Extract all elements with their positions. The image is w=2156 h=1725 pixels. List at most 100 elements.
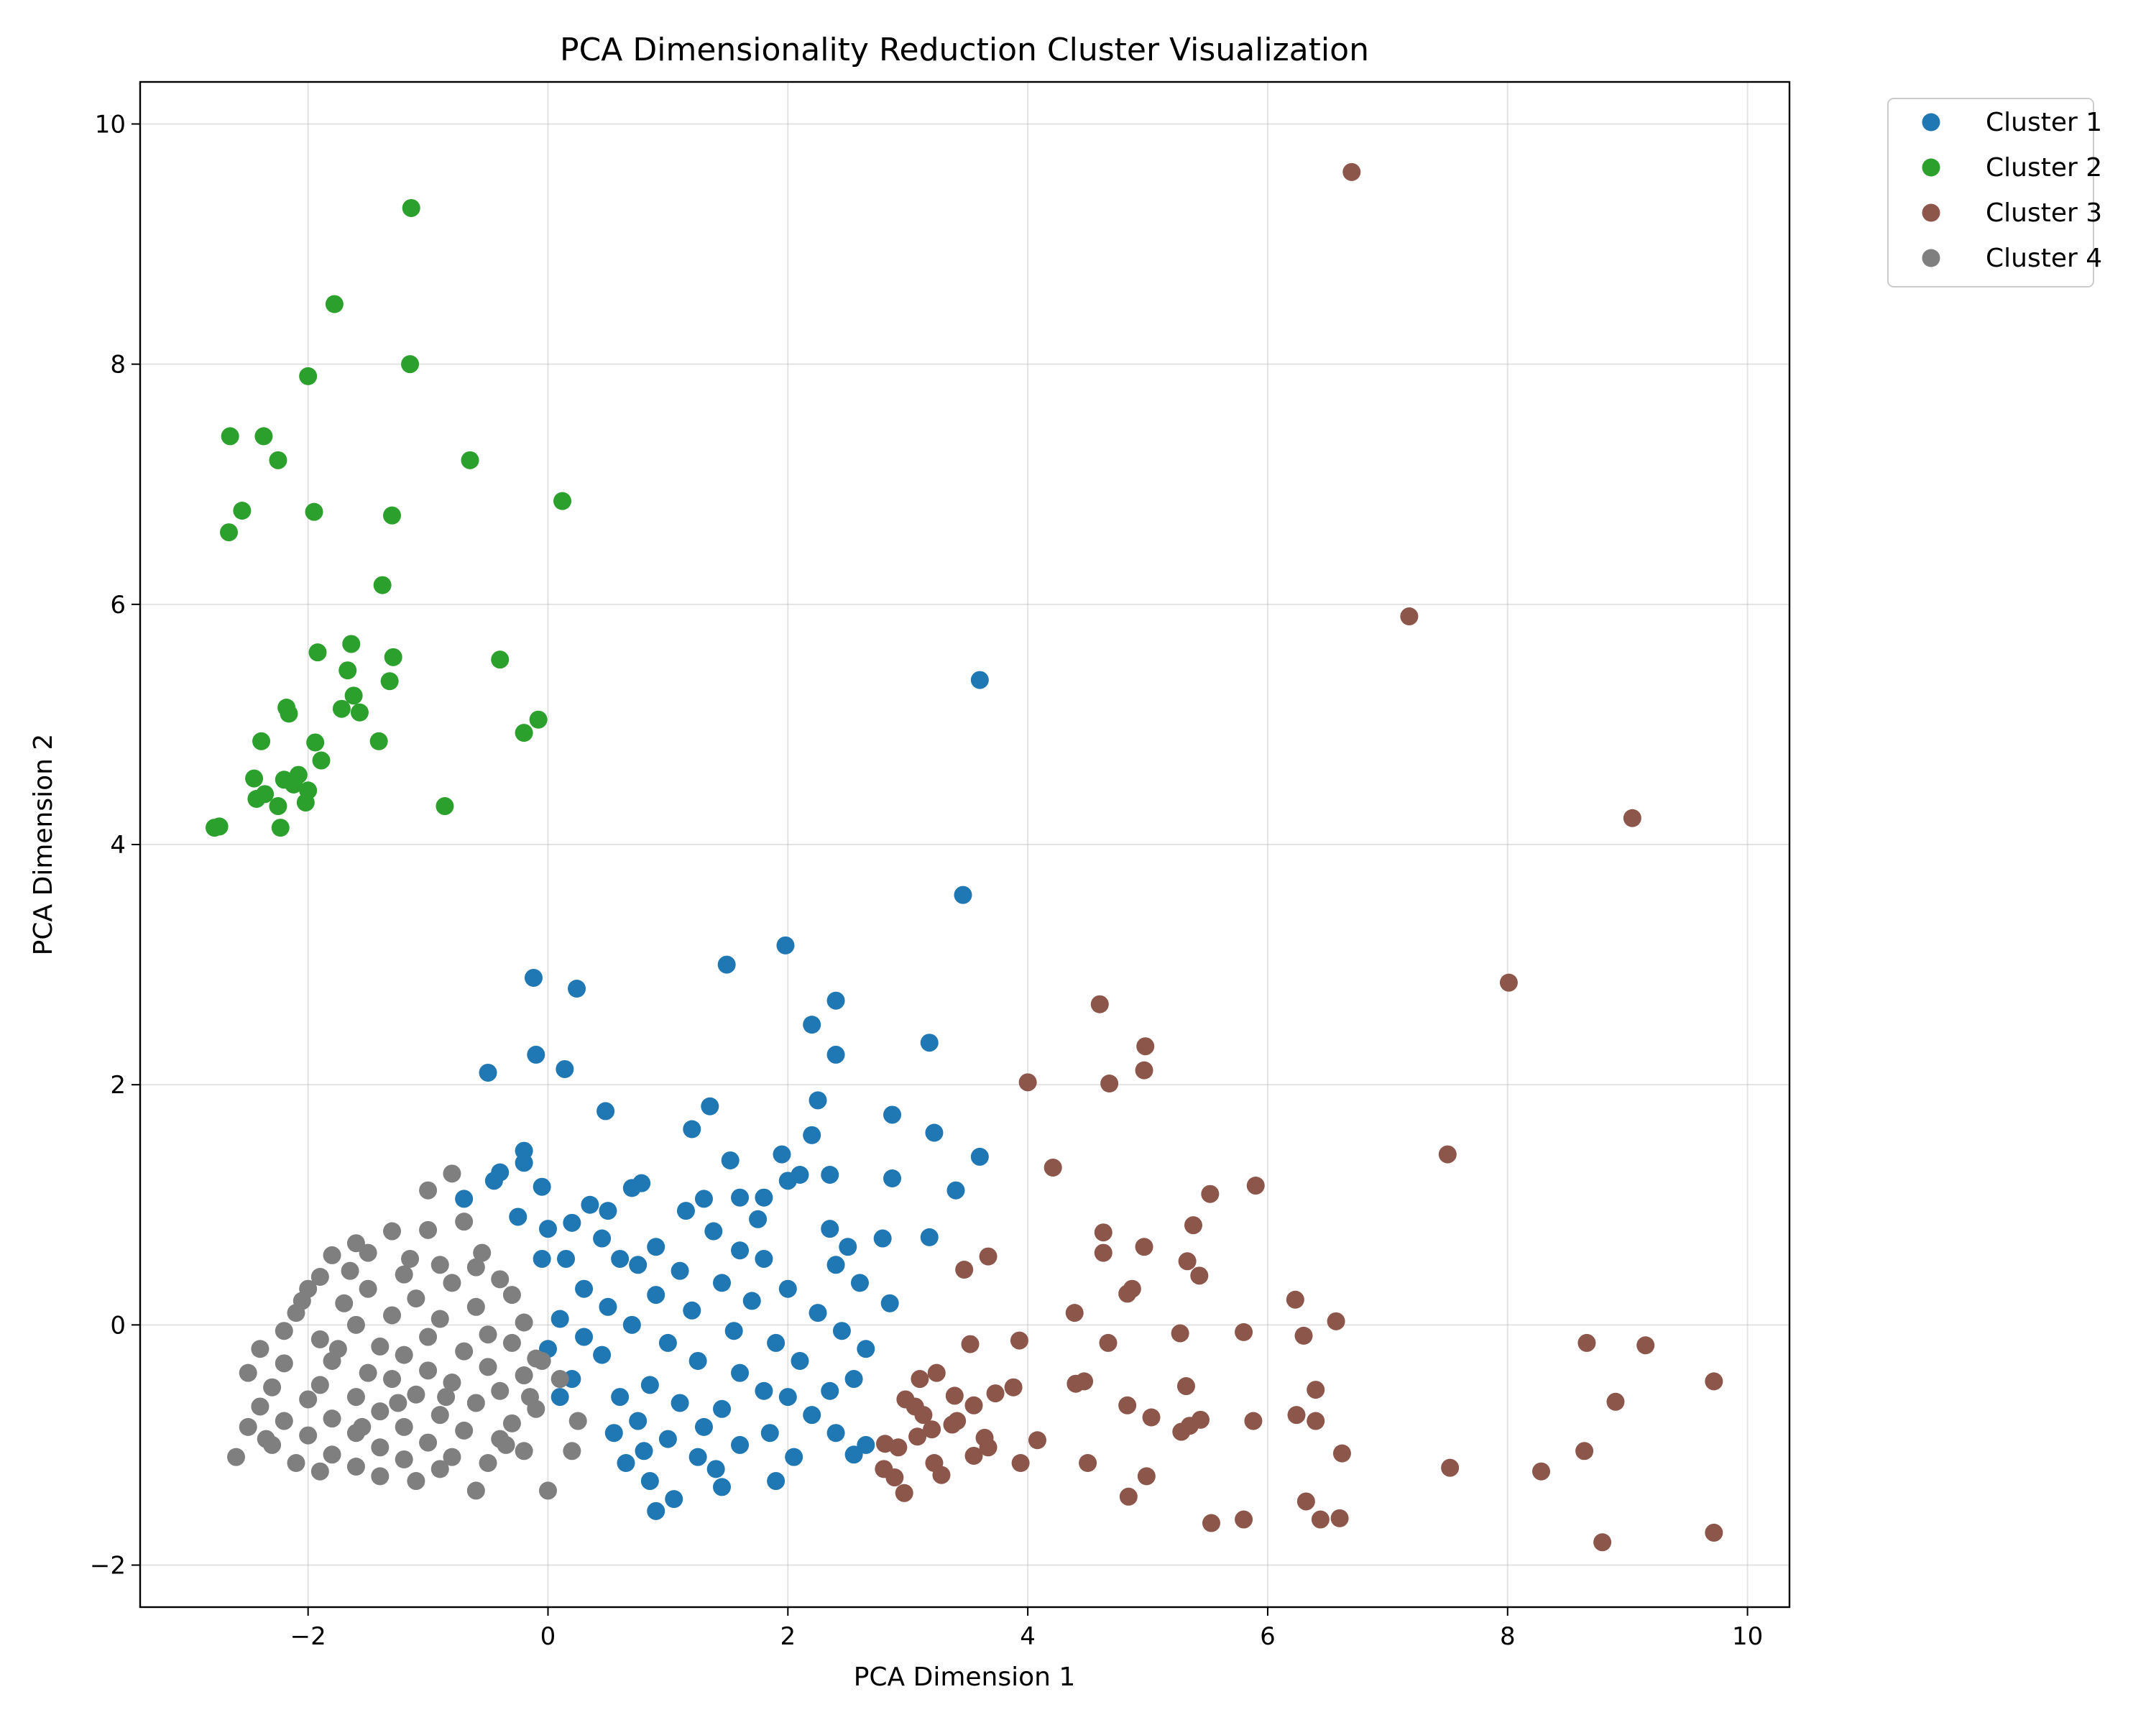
data-point: [826, 991, 845, 1010]
data-point: [346, 1388, 365, 1407]
y-tick-label: −2: [90, 1552, 126, 1581]
legend-item: Cluster 3: [1922, 198, 2102, 228]
axis-ticks: −2 0 2 4 6 8 10 −2 0 2 4 6 8 10: [90, 110, 1763, 1651]
data-point: [1235, 1322, 1253, 1341]
data-point: [895, 1484, 913, 1502]
data-point: [785, 1448, 803, 1466]
data-point: [979, 1247, 998, 1266]
data-point: [1327, 1312, 1345, 1330]
data-point: [767, 1472, 786, 1491]
legend-item: Cluster 4: [1922, 244, 2102, 273]
data-point: [359, 1279, 377, 1298]
data-point: [373, 576, 392, 594]
data-point: [407, 1385, 425, 1404]
legend-marker: [1922, 203, 1940, 222]
data-point: [617, 1453, 635, 1472]
data-point: [269, 797, 287, 816]
data-point: [305, 502, 323, 521]
data-point: [563, 1213, 581, 1232]
data-point: [335, 1294, 354, 1312]
data-point: [647, 1238, 665, 1256]
data-point: [1079, 1453, 1097, 1472]
data-point: [1137, 1467, 1156, 1486]
data-point: [1705, 1523, 1723, 1542]
data-point: [844, 1370, 863, 1389]
data-point: [593, 1346, 612, 1364]
data-point: [622, 1315, 641, 1334]
data-point: [694, 1190, 713, 1208]
data-point: [671, 1261, 689, 1280]
data-point: [389, 1394, 407, 1412]
data-point: [479, 1063, 497, 1082]
legend-marker: [1922, 158, 1940, 177]
data-point: [755, 1381, 773, 1400]
data-point: [419, 1220, 438, 1239]
data-point: [342, 635, 361, 653]
data-point: [527, 1045, 545, 1064]
series-cluster-1: [455, 671, 989, 1520]
data-point: [1090, 995, 1109, 1013]
data-point: [443, 1274, 461, 1292]
data-point: [808, 1304, 827, 1322]
data-point: [749, 1210, 768, 1228]
x-axis-label: PCA Dimension 1: [854, 1662, 1076, 1692]
data-point: [575, 1328, 594, 1346]
data-point: [808, 1091, 827, 1110]
y-axis-label: PCA Dimension 2: [29, 734, 58, 956]
data-point: [923, 1420, 941, 1439]
data-point: [1294, 1326, 1313, 1345]
data-point: [269, 451, 287, 469]
data-point: [1636, 1336, 1655, 1355]
data-point: [247, 790, 266, 809]
data-point: [395, 1265, 413, 1284]
data-point: [346, 1458, 365, 1476]
data-point: [1100, 1075, 1119, 1093]
data-point: [538, 1220, 557, 1238]
x-tick-label: 8: [1500, 1622, 1516, 1651]
data-point: [1311, 1510, 1330, 1529]
data-point: [676, 1202, 695, 1220]
data-point: [502, 1286, 521, 1305]
data-point: [914, 1406, 933, 1425]
data-point: [1190, 1266, 1209, 1285]
data-point: [328, 1340, 347, 1358]
data-point: [430, 1256, 449, 1274]
data-point: [844, 1445, 863, 1464]
data-point: [466, 1258, 485, 1276]
data-point: [850, 1274, 869, 1292]
data-point: [604, 1424, 623, 1443]
data-point: [1296, 1492, 1315, 1511]
data-point: [383, 1222, 402, 1241]
data-point: [821, 1165, 839, 1184]
data-point: [1246, 1177, 1265, 1195]
data-point: [524, 968, 543, 987]
data-point: [776, 936, 795, 954]
data-point: [1342, 162, 1361, 181]
data-point: [1099, 1333, 1118, 1352]
data-point: [1577, 1333, 1596, 1352]
data-point: [383, 1306, 402, 1325]
legend-label: Cluster 1: [1986, 108, 2102, 137]
data-point: [961, 1335, 980, 1353]
data-point: [455, 1342, 474, 1361]
data-point: [724, 1322, 743, 1340]
data-point: [533, 1351, 551, 1370]
x-tick-label: 4: [1020, 1622, 1036, 1651]
data-point: [1244, 1412, 1263, 1430]
legend-marker: [1922, 249, 1940, 267]
data-point: [520, 1388, 539, 1407]
data-point: [778, 1388, 797, 1407]
data-point: [1202, 1514, 1220, 1532]
data-point: [731, 1363, 750, 1382]
data-point: [721, 1151, 740, 1169]
data-points: [205, 162, 1723, 1552]
data-point: [694, 1417, 713, 1436]
data-point: [964, 1396, 983, 1414]
data-point: [473, 1243, 492, 1262]
data-point: [717, 955, 736, 974]
data-point: [1623, 809, 1641, 827]
data-point: [538, 1481, 557, 1500]
data-point: [383, 1370, 402, 1389]
data-point: [1118, 1396, 1137, 1414]
data-point: [1119, 1487, 1138, 1506]
